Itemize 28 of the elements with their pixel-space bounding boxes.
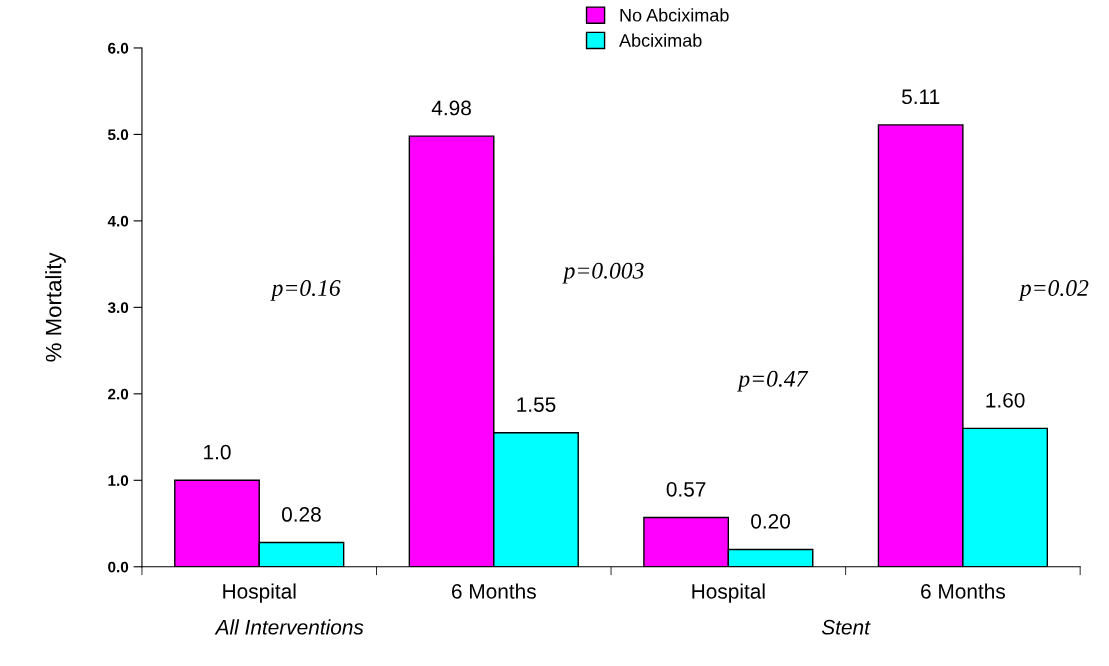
y-axis-title: % Mortality: [45, 252, 66, 362]
text: All Interventions: [214, 619, 364, 635]
x-tick-label: 6 Months: [452, 583, 536, 599]
x-tick-label: Hospital: [223, 583, 296, 603]
text: Stent: [821, 619, 871, 635]
data-label: 5.11: [902, 89, 940, 105]
data-label: 0.57: [666, 481, 706, 497]
annotation: p=0.47: [736, 370, 809, 392]
y-tick-label: 1.0: [108, 475, 129, 486]
y-tick-label: 3.0: [107, 302, 129, 314]
data-label: 1.55: [517, 397, 556, 412]
y-tick-label: 4.0: [107, 215, 129, 227]
data-label: 1.60: [986, 392, 1025, 408]
data-label: 0.20: [751, 513, 791, 529]
annotation: p=0.02: [1018, 280, 1089, 301]
data-label: 4.98: [431, 100, 471, 116]
annotation: p=0.16: [270, 280, 341, 301]
data-label: 1.0: [204, 444, 231, 460]
data-label: 0.28: [281, 507, 321, 522]
y-tick-label: 6.0: [108, 42, 129, 54]
x-tick-label: Hospital: [692, 583, 765, 603]
y-tick-label: 0.0: [108, 561, 129, 573]
annotation: p=0.003: [562, 262, 644, 284]
legend-label: No Abciximab: [620, 8, 729, 22]
legend-label: Abciximab: [619, 33, 702, 47]
y-tick-label: 5.0: [107, 129, 129, 141]
y-tick-label: 2.0: [108, 388, 129, 400]
x-tick-label: 6 Months: [921, 583, 1005, 599]
